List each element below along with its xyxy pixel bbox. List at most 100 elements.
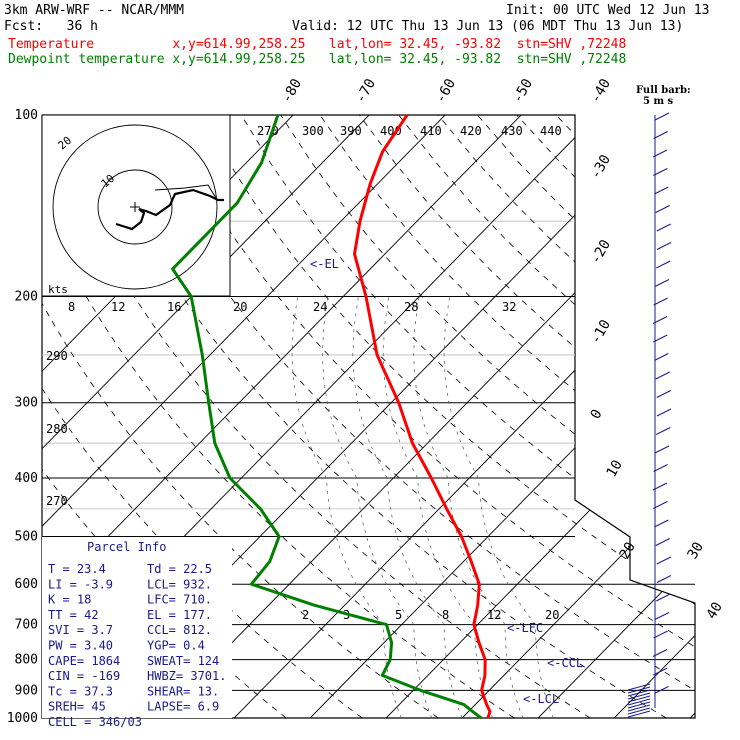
dry-adiabat	[42, 115, 439, 718]
isotherm-line	[613, 115, 695, 718]
wind-barb	[627, 683, 651, 691]
dry-adiabat	[398, 115, 695, 718]
parcel-info-value: CCL= 812.	[147, 623, 212, 637]
dry-adiabat	[280, 115, 695, 718]
moist-adiabat	[352, 296, 463, 718]
isotherm-label: 30	[685, 539, 707, 562]
theta-label: 440	[540, 124, 562, 138]
parcel-info-value: CAPE= 1864	[48, 654, 120, 668]
wind-barb	[627, 710, 651, 718]
mixing-ratio-label: 12	[487, 608, 501, 622]
wind-barb	[655, 538, 670, 546]
theta-label: 290	[46, 349, 68, 363]
wind-barb	[654, 519, 669, 528]
wind-barb	[654, 612, 670, 620]
theta-label: 430	[501, 124, 523, 138]
dewpoint-legend: Dewpoint temperature x,y=614.99,258.25 l…	[8, 52, 627, 67]
parcel-info-value: SWEAT= 124	[147, 654, 219, 668]
wind-barb	[652, 649, 668, 657]
pressure-label: 100	[15, 108, 38, 123]
wind-barb	[655, 593, 671, 602]
parcel-info-value: CELL = 346/03	[48, 715, 142, 729]
parcel-info-value: SREH= 45	[48, 700, 106, 714]
wind-barbs	[627, 112, 672, 718]
wind-barb	[653, 464, 668, 472]
parcel-info-value: T = 23.4	[48, 562, 106, 576]
hodograph-ring	[97, 169, 173, 245]
isotherm-label: -60	[433, 76, 460, 106]
theta-label: 300	[302, 124, 324, 138]
parcel-info-value: Tc = 37.3	[48, 684, 113, 698]
wind-barb	[656, 223, 671, 232]
isotherm-line	[42, 115, 370, 718]
isotherm-label: -10	[588, 317, 615, 347]
dry-adiabat	[673, 115, 695, 718]
isotherm-line	[689, 115, 695, 718]
wind-barb	[627, 707, 651, 715]
moist-adiabat	[291, 296, 402, 718]
parcel-info-value: Td = 22.5	[147, 562, 212, 576]
pressure-label: 200	[15, 290, 38, 305]
dry-adiabat	[201, 115, 695, 718]
isotherm-line	[157, 115, 695, 718]
pressure-label: 1000	[7, 711, 38, 726]
parcel-info-value: LAPSE= 6.9	[147, 700, 219, 714]
wind-barb	[652, 149, 668, 158]
wind-barb	[653, 131, 668, 139]
temperature-legend: Temperature x,y=614.99,258.25 lat,lon= 3…	[8, 37, 627, 52]
mixing-ratio-label: 5	[395, 608, 402, 622]
isotherm-label: 10	[604, 457, 626, 480]
hodograph-box	[41, 114, 231, 297]
hodograph-speed-label: 28	[404, 300, 418, 314]
hodograph-trace	[115, 188, 224, 231]
parcel-info-value: SVI = 3.7	[48, 623, 113, 637]
wind-barb	[653, 334, 668, 343]
hodograph-speed-label: 16	[167, 300, 181, 314]
wind-barb	[653, 168, 668, 176]
wind-barb	[654, 353, 669, 361]
hodograph-speed-label: 24	[313, 300, 327, 314]
theta-label: 270	[46, 494, 68, 508]
parcel-info-value: YGP= 0.4	[147, 639, 205, 653]
parcel-info-value: LFC= 710.	[147, 593, 212, 607]
hodograph-speed-label: 8	[68, 300, 75, 314]
wind-barb	[654, 686, 669, 694]
wind-barb	[656, 575, 672, 583]
isotherm-label: -40	[588, 76, 615, 106]
wind-barb	[654, 279, 670, 287]
level-marker: <-LCL	[523, 692, 559, 706]
pressure-label: 600	[15, 577, 38, 592]
hodograph-speed-label: 20	[233, 300, 247, 314]
isotherm-label: 40	[704, 599, 726, 622]
wind-barb	[627, 695, 651, 703]
dewpoint-profile	[171, 114, 483, 720]
theta-label: 400	[380, 124, 402, 138]
wind-barb	[656, 408, 672, 417]
parcel-info-title: Parcel Info	[87, 540, 166, 554]
pressure-label: 800	[15, 653, 38, 668]
isotherm-label: 20	[617, 539, 639, 562]
barb-legend-label: Full barb:	[636, 85, 691, 96]
hodograph-unit-label: kts	[48, 283, 68, 296]
parcel-info-value: LCL= 932.	[147, 577, 212, 591]
wind-barb	[627, 689, 651, 697]
temperature-profile	[353, 114, 492, 719]
moist-adiabat	[413, 296, 524, 718]
wind-barb	[656, 556, 671, 565]
wind-barb	[653, 297, 668, 306]
wind-barb	[656, 427, 671, 435]
wind-barb	[653, 667, 668, 676]
forecast-hour: Fcst: 36 h	[4, 19, 98, 34]
level-marker: <-LFC	[507, 621, 543, 635]
wind-barb	[654, 186, 669, 195]
moist-adiabat	[382, 296, 493, 718]
wind-barb	[656, 390, 671, 398]
wind-barb	[654, 445, 670, 454]
pressure-label: 500	[15, 529, 38, 544]
wind-barb	[656, 242, 672, 250]
parcel-info-value: TT = 42	[48, 608, 99, 622]
mixing-ratio-label: 2	[302, 608, 309, 622]
wind-barb	[652, 316, 668, 324]
dry-adiabat	[555, 115, 695, 718]
